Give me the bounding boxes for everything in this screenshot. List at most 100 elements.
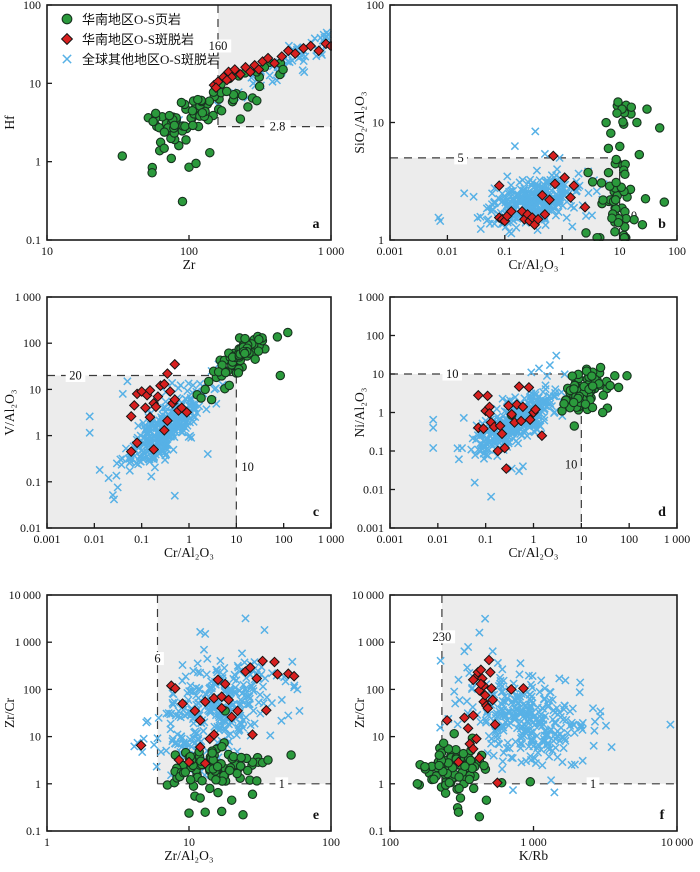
point-circle [184,808,194,818]
point-cross [550,173,559,182]
point-diamond [482,702,494,714]
point-diamond [479,689,491,701]
point-cross [152,762,161,771]
point-cross [517,758,526,767]
point-cross [550,708,560,717]
panel-f-zrcr-vs-krb: 230 1 100 1 000 10 000 0.1 1 10 100 1 000 10 000 K/… [350,580,700,872]
point-diamond [125,410,137,422]
point-cross [518,175,527,185]
point-cross [178,660,187,670]
point-cross [510,141,520,151]
point-diamond [530,404,541,415]
point-diamond [173,754,185,766]
point-cross [488,647,497,656]
point-cross [543,743,552,753]
point-cross [462,697,472,706]
point-cross [528,683,537,692]
point-circle [164,110,175,121]
point-diamond [208,729,220,741]
point-diamond [288,670,300,682]
point-cross [524,742,534,751]
point-diamond [524,414,536,426]
legend-item-bentonite: 华南地区O-S斑脱岩 [57,30,220,47]
point-cross [436,723,445,732]
point-cross [515,670,524,679]
point-cross [539,694,548,704]
point-diamond [181,406,193,418]
point-diamond [194,714,206,726]
point-diamond [305,40,317,52]
point-diamond [539,208,551,220]
y-tick-label: 1 000 [15,290,41,304]
point-circle [569,384,579,394]
point-cross [113,483,122,492]
point-cross [530,720,539,730]
point-circle [610,195,621,205]
point-diamond [216,702,228,714]
point-circle [185,774,196,785]
point-circle [200,807,210,817]
point-circle [613,382,624,393]
panel-e-zrcr-vs-zral2o3: 6 1 1 10 100 0.1 1 10 100 1 000 10 000 Zr/Al₂O₃ Zr/C… [0,580,350,872]
point-circle [239,348,250,359]
point-diamond [483,654,495,666]
point-cross [123,377,132,386]
x-axis-title: Cr/Al₂O₃ [509,257,559,272]
point-cross [295,706,304,716]
point-cross [234,663,243,672]
point-circle [637,219,648,230]
point-cross [607,742,616,752]
x-tick-label: 100 [322,835,340,849]
point-circle [610,371,620,381]
point-cross [203,449,212,459]
point-diamond [257,655,269,667]
y-tick-label: 0.1 [369,824,384,838]
point-cross [467,445,476,454]
point-cross [174,707,183,716]
point-circle [612,108,622,118]
point-circle [610,227,620,237]
point-cross [149,740,159,749]
series-diamond [208,38,332,94]
point-cross [535,176,544,185]
point-circle [187,106,198,116]
point-diamond [544,194,555,206]
point-cross [527,368,536,377]
point-circle [226,795,237,805]
point-cross [429,415,438,424]
point-cross [436,216,445,226]
y-tick-label: 10 000 [9,588,41,602]
y-tick-label: 100 [23,682,41,696]
point-cross [193,668,203,677]
guide-label: 230 [433,630,452,644]
point-cross [284,711,293,720]
point-cross [493,658,503,668]
guide-label: 2.8 [270,120,286,134]
series-diamond [125,358,193,458]
legend-item-shale: 华南地区O-S页岩 [57,10,220,27]
point-diamond [517,682,529,694]
point-circle [434,750,445,760]
point-diamond [251,673,263,684]
point-cross [166,719,175,728]
point-cross [182,739,191,748]
point-cross [183,421,192,430]
point-cross [550,717,560,727]
point-diamond [475,678,487,690]
point-cross [542,371,552,381]
point-cross [552,351,561,360]
point-circle [440,788,451,798]
point-cross [526,701,535,710]
point-cross [512,723,522,733]
point-cross [487,189,497,198]
point-circle [626,102,637,112]
point-cross [255,690,265,699]
y-tick-label: 100 [23,0,41,12]
point-cross [508,753,517,763]
point-diamond [559,172,571,184]
panel-a-hf-vs-zr: 160 2.8 10 100 1 000 0.1 1 10 100 Zr Hf a [0,0,350,290]
point-circle [243,102,253,112]
point-cross [489,751,498,760]
point-cross [504,189,513,198]
point-cross [509,196,518,206]
